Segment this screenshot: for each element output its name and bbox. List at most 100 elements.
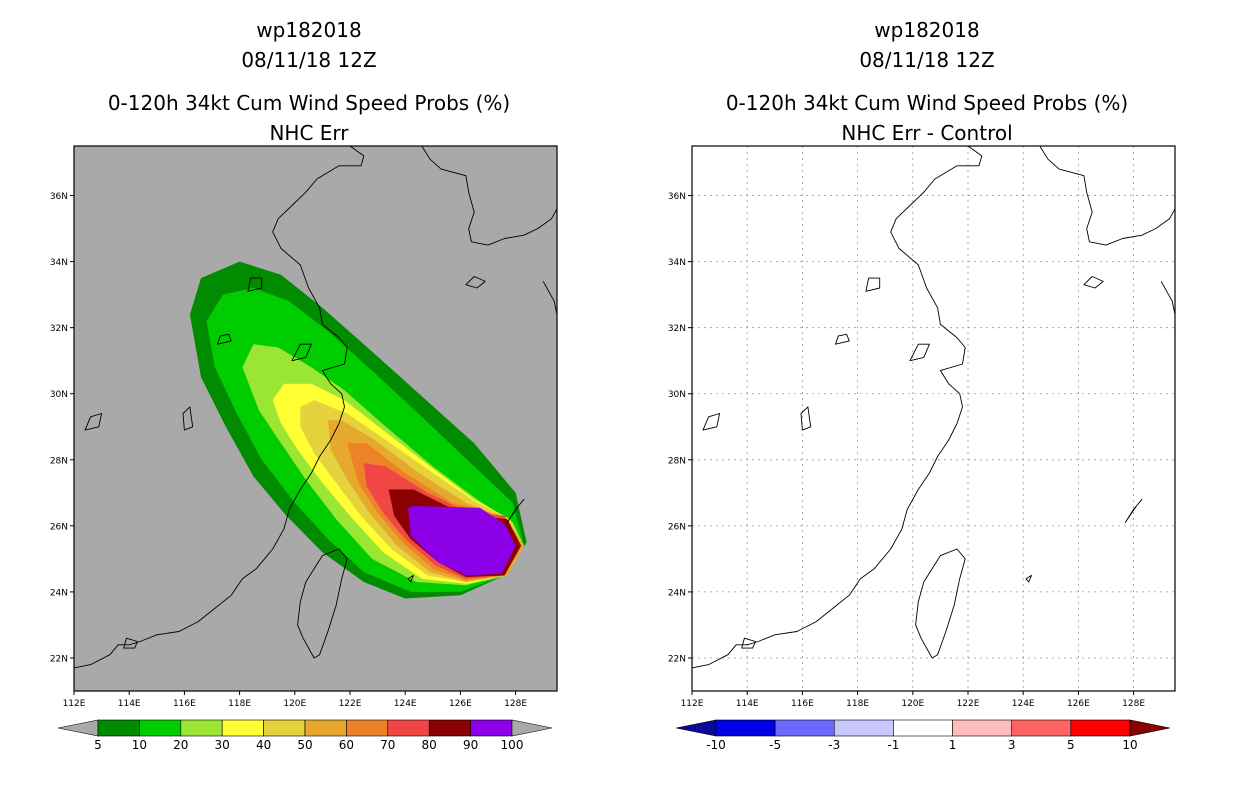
left-colorbar-label-4: 40 (256, 738, 271, 752)
right-chaohu-lake (835, 333, 850, 345)
left-panel: wp182018 08/11/18 12Z 0-120h 34kt Cum Wi… (50, 18, 558, 752)
right-title-datetime: 08/11/18 12Z (859, 48, 994, 72)
right-colorbar-swatch-6 (1070, 719, 1131, 737)
left-colorbar-swatch-8 (428, 719, 471, 737)
right-lon-label-0: 112E (681, 699, 704, 709)
left-lon-label-6: 124E (394, 699, 417, 709)
right-colorbar-swatch-2 (833, 719, 894, 737)
right-lat-label-4: 30N (668, 390, 686, 400)
left-title-datetime: 08/11/18 12Z (241, 48, 376, 72)
right-title-subtitle: NHC Err - Control (841, 121, 1012, 145)
right-colorbar-label-4: 1 (949, 738, 957, 752)
right-lon-label-2: 116E (791, 699, 814, 709)
left-lon-label-0: 112E (63, 699, 86, 709)
right-lon-label-1: 114E (736, 699, 759, 709)
left-map: 112E 114E 116E 118E 120E 122E 124E 126E 128E 22N 2… (50, 145, 558, 709)
right-lon-label-3: 118E (846, 699, 869, 709)
left-colorbar-over-arrow (511, 719, 553, 737)
left-lat-label-1: 24N (50, 588, 68, 598)
left-colorbar-label-9: 90 (463, 738, 478, 752)
left-ryukyu-1 (506, 498, 525, 523)
right-hainan-fragment (741, 637, 756, 649)
left-taihu-lake (291, 343, 312, 362)
left-colorbar-swatch-3 (221, 719, 264, 737)
left-colorbar-swatch-4 (263, 719, 306, 737)
right-taiwan (915, 548, 966, 659)
right-colorbar-swatch-1 (774, 719, 835, 737)
left-taiwan (297, 548, 348, 659)
right-china-coast (691, 145, 983, 669)
right-korea-coast (1039, 145, 1176, 246)
left-lon-label-1: 114E (118, 699, 141, 709)
left-colorbar-swatch-2 (180, 719, 223, 737)
left-jeju (465, 276, 486, 289)
left-lon-label-8: 128E (504, 699, 527, 709)
right-lon-label-4: 120E (901, 699, 924, 709)
right-poyang-lake (800, 406, 812, 431)
left-probability-contours (189, 261, 527, 599)
left-title-storm-id: wp182018 (256, 18, 361, 42)
left-colorbar-label-8: 80 (422, 738, 437, 752)
right-colorbar-label-2: -3 (828, 738, 840, 752)
left-hainan-fragment (123, 637, 138, 649)
right-lat-label-5: 32N (668, 324, 686, 334)
left-lat-label-7: 36N (50, 192, 68, 202)
left-chaohu-lake (217, 333, 232, 345)
left-colorbar-swatch-7 (387, 719, 430, 737)
left-colorbar-swatch-0 (97, 719, 140, 737)
left-colorbar-label-0: 5 (94, 738, 102, 752)
right-colorbar-over-arrow (1129, 719, 1171, 737)
right-panel: wp182018 08/11/18 12Z 0-120h 34kt Cum Wi… (668, 18, 1176, 752)
left-colorbar: 5 10 20 30 40 50 60 70 80 90 100 (57, 719, 553, 752)
right-colorbar-swatch-0 (715, 719, 776, 737)
left-lon-label-2: 116E (173, 699, 196, 709)
left-colorbar-label-10: 100 (501, 738, 524, 752)
right-title-product: 0-120h 34kt Cum Wind Speed Probs (%) (726, 91, 1128, 115)
left-colorbar-label-3: 30 (215, 738, 230, 752)
right-colorbar-label-3: -1 (887, 738, 899, 752)
left-lon-label-4: 120E (283, 699, 306, 709)
right-ryukyu-1 (1124, 498, 1143, 523)
right-lon-label-6: 124E (1012, 699, 1035, 709)
left-colorbar-swatch-6 (346, 719, 389, 737)
left-colorbar-under-arrow (57, 719, 99, 737)
left-colorbar-label-5: 50 (297, 738, 312, 752)
left-lat-label-6: 34N (50, 258, 68, 268)
right-axes: 112E 114E 116E 118E 120E 122E 124E 126E 128E 22N 2… (668, 192, 1146, 709)
right-dongting-lake (702, 413, 721, 431)
left-dongting-lake (84, 413, 103, 431)
right-colorbar-label-5: 3 (1008, 738, 1016, 752)
right-map-frame (691, 145, 1176, 692)
left-kyushu-edge (542, 281, 558, 315)
right-coastlines (691, 145, 1176, 669)
left-title-subtitle: NHC Err (269, 121, 349, 145)
left-colorbar-label-7: 70 (380, 738, 395, 752)
right-lat-label-2: 26N (668, 522, 686, 532)
right-colorbar-swatch-3 (893, 719, 953, 737)
right-colorbar-label-7: 10 (1122, 738, 1137, 752)
left-lon-label-3: 118E (228, 699, 251, 709)
right-lat-label-3: 28N (668, 456, 686, 466)
right-lon-label-7: 126E (1067, 699, 1090, 709)
left-poyang-lake (182, 406, 194, 431)
right-lat-label-6: 34N (668, 258, 686, 268)
left-colorbar-swatch-5 (304, 719, 347, 737)
right-lat-label-1: 24N (668, 588, 686, 598)
right-colorbar-label-6: 5 (1067, 738, 1075, 752)
right-taihu-lake (909, 343, 930, 362)
right-map-background (692, 146, 1175, 691)
left-hongze-lake (247, 277, 263, 292)
left-colorbar-label-1: 10 (132, 738, 147, 752)
right-lat-label-0: 22N (668, 654, 686, 664)
left-korea-coast (421, 145, 558, 246)
left-colorbar-swatch-9 (470, 719, 513, 737)
right-colorbar: -10 -5 -3 -1 1 3 5 10 (675, 719, 1171, 752)
left-lon-label-5: 122E (339, 699, 362, 709)
left-coastlines (73, 145, 558, 669)
right-map: 112E 114E 116E 118E 120E 122E 124E 126E 128E 22N 2… (668, 145, 1176, 709)
right-lon-label-5: 122E (957, 699, 980, 709)
right-colorbar-label-1: -5 (769, 738, 781, 752)
left-axes: 112E 114E 116E 118E 120E 122E 124E 126E 128E 22N 2… (50, 192, 528, 709)
left-lat-label-2: 26N (50, 522, 68, 532)
